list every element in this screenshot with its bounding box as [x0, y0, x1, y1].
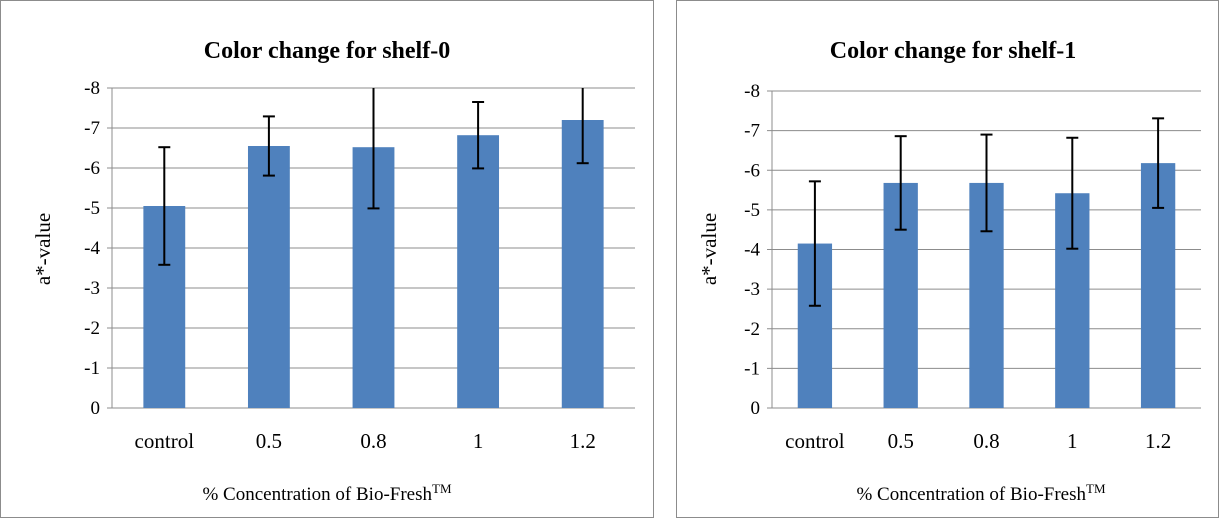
x-tick-label: 0.8: [360, 429, 386, 453]
bar: [457, 135, 500, 408]
y-tick-label: -2: [84, 318, 100, 339]
y-tick-label: -5: [84, 198, 100, 219]
bar: [247, 146, 290, 408]
chart-shelf-1-svg: Color change for shelf-1 a*-value % Conc…: [676, 0, 1219, 518]
x-tick-label: 0.5: [256, 429, 282, 453]
x-tick-label: 0.8: [973, 429, 999, 453]
y-tick-label: 0: [751, 398, 761, 419]
y-tick-label: -5: [744, 200, 760, 221]
y-tick-label: -6: [84, 158, 100, 179]
x-axis-label: % Concentration of Bio-FreshTM: [202, 481, 451, 505]
y-tick-label: -3: [84, 278, 100, 299]
x-tick-label: control: [785, 429, 845, 453]
plot-area: 0 -1 -2 -3 -4 -5 -6 -7 -8 control 0.5 0.8 1 1.2: [84, 78, 635, 453]
y-tick-label: -7: [84, 118, 100, 139]
y-axis-label: a*-value: [697, 213, 721, 285]
x-tick-label: 1: [473, 429, 484, 453]
chart-shelf-1: Color change for shelf-1 a*-value % Conc…: [676, 0, 1219, 519]
bar: [561, 120, 604, 408]
y-tick-label: -8: [84, 78, 100, 99]
y-tick-label: -6: [744, 160, 760, 181]
y-tick-label: -1: [84, 358, 100, 379]
x-axis-label-superscript: TM: [432, 481, 452, 496]
y-tick-label: -7: [744, 121, 760, 142]
y-tick-label: -3: [744, 279, 760, 300]
chart-shelf-0-svg: Color change for shelf-0 a*-value % Conc…: [0, 0, 654, 518]
chart-frame: [0, 0, 654, 518]
plot-area: 0 -1 -2 -3 -4 -5 -6 -7 -8 control 0.5 0.8 1 1.2: [744, 81, 1201, 453]
chart-title: Color change for shelf-0: [204, 38, 450, 64]
y-tick-label: -1: [744, 358, 760, 379]
chart-title: Color change for shelf-1: [830, 38, 1076, 64]
y-tick-label: -8: [744, 81, 760, 102]
y-tick-label: -2: [744, 319, 760, 340]
y-tick-label: 0: [91, 398, 101, 419]
y-axis-label: a*-value: [31, 213, 55, 285]
x-axis-label-superscript: TM: [1086, 481, 1106, 496]
x-tick-label: 0.5: [888, 429, 914, 453]
x-axis-label-text: % Concentration of Bio-Fresh: [202, 484, 432, 505]
y-tick-label: -4: [744, 240, 760, 261]
chart-frame: [676, 0, 1219, 518]
x-tick-label: 1: [1067, 429, 1078, 453]
x-tick-label: 1.2: [1145, 429, 1171, 453]
x-axis-label-text: % Concentration of Bio-Fresh: [856, 484, 1086, 505]
y-tick-label: -4: [84, 238, 100, 259]
x-tick-label: control: [135, 429, 195, 453]
chart-shelf-0: Color change for shelf-0 a*-value % Conc…: [0, 0, 654, 518]
x-axis-label: % Concentration of Bio-FreshTM: [856, 481, 1105, 505]
x-tick-label: 1.2: [570, 429, 596, 453]
